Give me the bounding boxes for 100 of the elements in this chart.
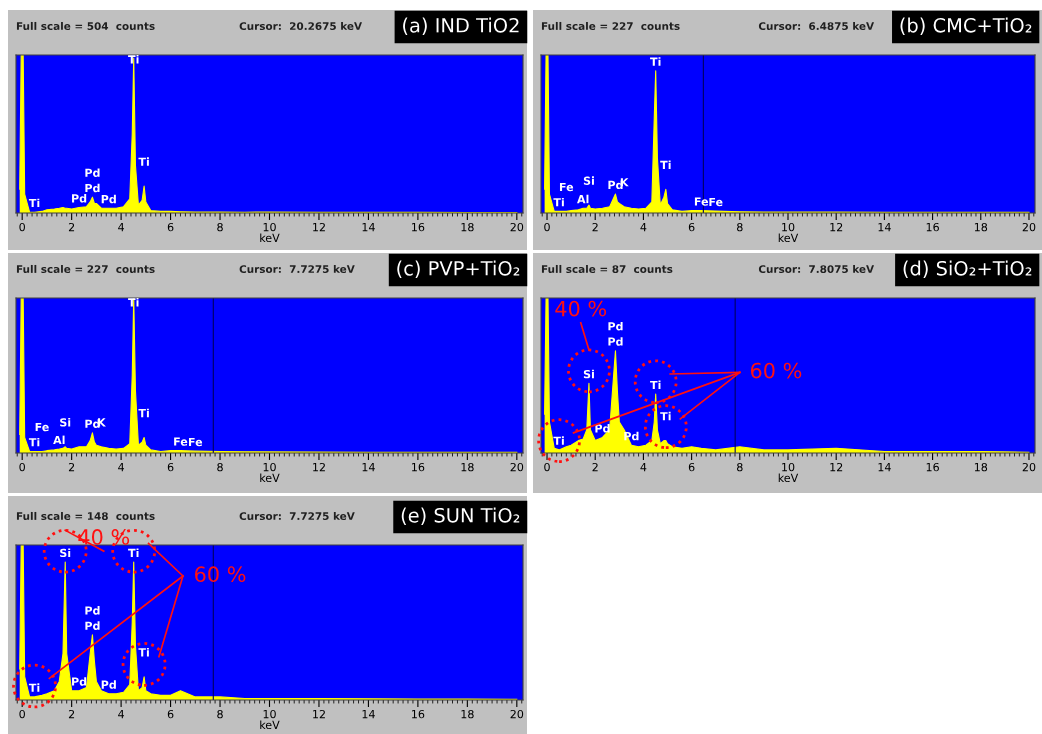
annotation: 60 % [750, 362, 802, 379]
text: Full scale = 504 counts [16, 21, 155, 31]
annotation: Pd [101, 680, 116, 689]
x-tick-label: 10 [782, 222, 795, 232]
annotation: Ti [553, 197, 564, 207]
annotation: Ti [660, 411, 671, 421]
x-tick-label: 6 [167, 222, 174, 232]
x-axis-title: keV [778, 473, 799, 483]
text: Full scale = 148 counts [16, 511, 155, 521]
annotation: Pd [85, 621, 100, 630]
x-tick-label: 4 [640, 463, 647, 472]
x-tick-label: 18 [461, 462, 474, 472]
x-tick-label: 2 [592, 222, 598, 232]
annotation: Pd [608, 337, 623, 346]
x-tick-label: 8 [737, 462, 743, 472]
x-tick-label: 0 [19, 462, 25, 472]
x-tick-label: 18 [461, 709, 474, 719]
x-axis-title: keV [260, 233, 280, 243]
x-tick-label: 16 [926, 462, 939, 472]
x-tick-label: 6 [688, 462, 695, 472]
annotation: Pd [101, 194, 116, 204]
x-tick-label: 20 [510, 462, 524, 472]
x-tick-label: 20 [1022, 222, 1036, 232]
annotation: Ti [138, 157, 149, 166]
x-tick-label: 10 [782, 462, 795, 472]
annotation: Ti [128, 55, 139, 64]
annotation: 40 % [555, 300, 607, 317]
annotation: Fe [188, 437, 203, 447]
x-tick-label: 8 [737, 222, 743, 232]
x-tick-label: 2 [592, 462, 598, 472]
annotation: Pd [72, 193, 87, 203]
annotation: Fe [559, 182, 574, 192]
x-tick-label: 12 [830, 222, 843, 232]
x-tick-label: 16 [412, 462, 425, 472]
text: Full scale = 87 counts [541, 264, 673, 274]
annotation: Ti [28, 437, 40, 447]
chart-title: (b) CMC+TiO₂ [900, 17, 1032, 35]
x-tick-label: 6 [688, 222, 695, 232]
text: Cursor: 7.8075 keV [758, 264, 875, 274]
text: Cursor: 7.7275 keV [239, 264, 355, 274]
x-tick-label: 14 [878, 463, 891, 472]
x-tick-label: 14 [878, 223, 891, 232]
annotation: Si [583, 176, 594, 185]
x-tick-label: 20 [510, 222, 524, 232]
x-tick-label: 4 [640, 223, 647, 232]
x-tick-label: 10 [263, 462, 276, 472]
annotation: Ti [138, 647, 149, 657]
x-tick-label: 14 [362, 710, 375, 719]
x-tick-label: 6 [167, 709, 174, 719]
chart-title: (d) SiO₂+TiO₂ [903, 260, 1032, 278]
chart-title: (c) PVP+TiO₂ [397, 260, 520, 278]
x-tick-label: 18 [974, 462, 988, 472]
annotation: Ti [660, 160, 671, 169]
x-tick-label: 20 [1022, 462, 1036, 472]
x-tick-label: 0 [544, 222, 550, 232]
text: 40 % [78, 529, 130, 545]
x-tick-label: 12 [313, 709, 325, 719]
annotation: Pd [72, 677, 87, 686]
x-tick-label: 4 [118, 710, 125, 719]
annotation: Si [583, 369, 594, 379]
annotation: Fe [174, 437, 188, 446]
chart-title: (e) SUN TiO₂ [401, 507, 520, 525]
x-tick-label: 16 [412, 709, 425, 719]
annotation: Pd [85, 606, 100, 615]
x-tick-label: 2 [68, 462, 75, 472]
annotation: Ti [128, 548, 139, 557]
x-tick-label: 20 [510, 709, 524, 719]
x-tick-label: 0 [19, 222, 25, 232]
x-tick-label: 10 [263, 222, 276, 232]
text: Cursor: 7.7275 keV [239, 511, 355, 521]
annotation: Si [60, 417, 71, 427]
x-tick-label: 4 [118, 223, 125, 232]
annotation: Ti [553, 436, 564, 445]
x-tick-label: 0 [19, 709, 25, 719]
annotation: Ti [28, 198, 40, 208]
annotation: Fe [35, 422, 49, 432]
x-tick-label: 14 [362, 463, 375, 472]
annotation: Al [53, 435, 65, 445]
x-tick-label: 16 [926, 222, 939, 232]
annotation: Pd [85, 183, 100, 193]
x-tick-label: 18 [461, 222, 474, 232]
x-tick-label: 2 [68, 222, 75, 232]
annotation: Ti [138, 408, 149, 418]
x-tick-label: 8 [217, 462, 223, 472]
annotation: Ti [28, 683, 40, 692]
x-tick-label: 4 [118, 463, 125, 472]
annotation: Ti [650, 380, 661, 390]
chart-title: (a) IND TiO2 [403, 17, 519, 35]
annotation: Pd [608, 321, 623, 331]
text: Full scale = 227 counts [541, 21, 680, 31]
x-tick-label: 6 [167, 462, 174, 472]
text: Cursor: 20.2675 keV [239, 21, 362, 31]
x-tick-label: 10 [263, 709, 276, 719]
annotation: 60 % [195, 566, 246, 583]
x-axis-title: keV [260, 720, 280, 730]
annotation: Si [60, 548, 71, 558]
text: Cursor: 6.4875 keV [758, 21, 875, 31]
text: Full scale = 227 counts [16, 264, 155, 274]
annotation: Ti [650, 57, 661, 66]
x-axis-title: keV [778, 233, 799, 243]
